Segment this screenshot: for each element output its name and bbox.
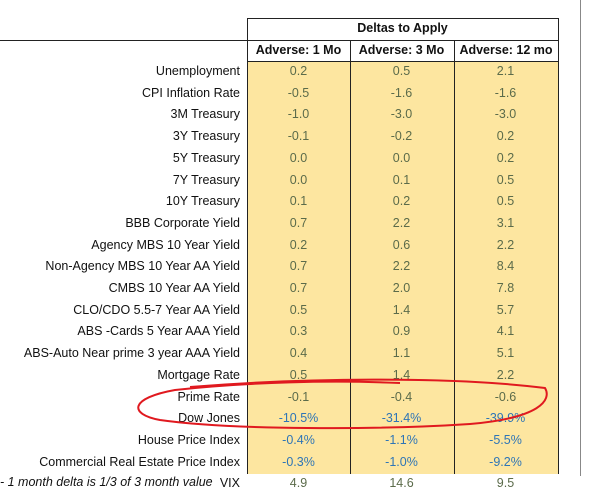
row-label: 10Y Treasury — [165, 194, 240, 209]
cell-value: -0.4% — [282, 432, 315, 447]
cell-value: 0.5 — [496, 194, 515, 209]
cell-value: -0.4 — [390, 389, 413, 404]
cell-value: -1.0% — [385, 454, 418, 469]
row-label: ABS-Auto Near prime 3 year AAA Yield — [23, 346, 240, 361]
cell-value: 0.5 — [496, 172, 515, 187]
border — [454, 40, 455, 474]
border — [0, 40, 558, 41]
cell-value: 0.7 — [289, 281, 308, 295]
cell-value: 4.9 — [289, 476, 308, 491]
cell-value: -1.6 — [390, 85, 413, 100]
cell-value: -0.3% — [282, 454, 315, 469]
cell-value: 7.8 — [496, 281, 515, 295]
table-title: Deltas to Apply — [357, 21, 448, 35]
row-label: 5Y Treasury — [172, 150, 240, 165]
row-label: 3M Treasury — [170, 107, 240, 122]
red-circle — [137, 378, 548, 430]
cell-value: 4.1 — [496, 324, 515, 339]
cell-value: 9.5 — [496, 476, 515, 491]
cell-value: 0.1 — [289, 194, 308, 209]
row-label: Commercial Real Estate Price Index — [39, 454, 240, 469]
cell-value: 8.4 — [496, 259, 515, 274]
cell-value: 3.1 — [496, 215, 515, 230]
cell-value: 0.0 — [392, 150, 411, 165]
row-label: Mortgage Rate — [157, 367, 240, 382]
cell-value: 0.1 — [392, 172, 411, 187]
cell-value: -5.5% — [489, 432, 522, 447]
row-label: Prime Rate — [177, 389, 240, 404]
row-label: VIX — [219, 476, 240, 491]
row-label: 7Y Treasury — [172, 172, 240, 187]
cell-value: -31.4% — [381, 411, 422, 426]
cell-value: 5.7 — [496, 302, 515, 317]
border — [247, 18, 558, 19]
cell-value: 5.1 — [496, 346, 515, 361]
cell-value: 0.5 — [392, 64, 411, 78]
cell-value: 0.7 — [289, 259, 308, 274]
cell-value: 0.6 — [392, 237, 411, 252]
row-label: CPI Inflation Rate — [142, 85, 240, 100]
cell-value: 0.5 — [289, 367, 308, 382]
cell-value: -0.6 — [494, 389, 517, 404]
row-label: Dow Jones — [178, 411, 240, 426]
cell-value: -9.2% — [489, 454, 522, 469]
cell-value: 0.9 — [392, 324, 411, 339]
cell-value: -10.5% — [278, 411, 319, 426]
cell-value: 0.2 — [289, 237, 308, 252]
border — [580, 0, 581, 476]
cell-value: 2.0 — [392, 281, 411, 295]
cell-value: 1.1 — [392, 346, 411, 361]
row-label: Agency MBS 10 Year Yield — [91, 237, 240, 252]
column-header: Adverse: 1 Mo — [255, 43, 342, 57]
cell-value: 0.4 — [289, 346, 308, 361]
border — [247, 61, 558, 62]
cell-value: -0.5 — [287, 85, 310, 100]
cell-value: 2.2 — [392, 215, 411, 230]
cell-value: 0.7 — [289, 215, 308, 230]
cell-value: -3.0 — [390, 107, 413, 122]
border — [558, 18, 559, 474]
row-label: CLO/CDO 5.5-7 Year AA Yield — [73, 302, 240, 317]
cell-value: 0.0 — [289, 172, 308, 187]
column-header: Adverse: 3 Mo — [358, 43, 445, 57]
cell-value: 2.2 — [496, 237, 515, 252]
cell-value: -1.6 — [494, 85, 517, 100]
cell-value: 14.6 — [389, 476, 414, 491]
row-label: Non-Agency MBS 10 Year AA Yield — [45, 259, 240, 274]
cell-value: 1.4 — [392, 367, 411, 382]
cell-value: -0.1 — [287, 129, 310, 144]
cell-value: 2.1 — [496, 64, 515, 78]
row-label: 3Y Treasury — [172, 129, 240, 144]
cell-value: 0.3 — [289, 324, 308, 339]
row-label: CMBS 10 Year AA Yield — [108, 281, 240, 295]
cell-value: 0.2 — [496, 150, 515, 165]
border — [350, 40, 351, 474]
row-label: ABS -Cards 5 Year AAA Yield — [77, 324, 240, 339]
border — [247, 18, 248, 474]
cell-value: -3.0 — [494, 107, 517, 122]
cell-value: -0.1 — [287, 389, 310, 404]
row-label: House Price Index — [137, 432, 240, 447]
cell-value: 0.0 — [289, 150, 308, 165]
cell-value: 0.2 — [289, 64, 308, 78]
column-header: Adverse: 12 mo — [459, 43, 553, 57]
footnote: - 1 month delta is 1/3 of 3 month value — [0, 475, 213, 489]
cell-value: 0.2 — [392, 194, 411, 209]
cell-value: -1.0 — [287, 107, 310, 122]
cell-value: -1.1% — [385, 432, 418, 447]
highlight-fill — [247, 61, 558, 474]
row-label: BBB Corporate Yield — [125, 215, 240, 230]
cell-value: 1.4 — [392, 302, 411, 317]
cell-value: -0.2 — [390, 129, 413, 144]
cell-value: 0.2 — [496, 129, 515, 144]
cell-value: 0.5 — [289, 302, 308, 317]
row-label: Unemployment — [155, 64, 240, 78]
cell-value: 2.2 — [392, 259, 411, 274]
cell-value: 2.2 — [496, 367, 515, 382]
